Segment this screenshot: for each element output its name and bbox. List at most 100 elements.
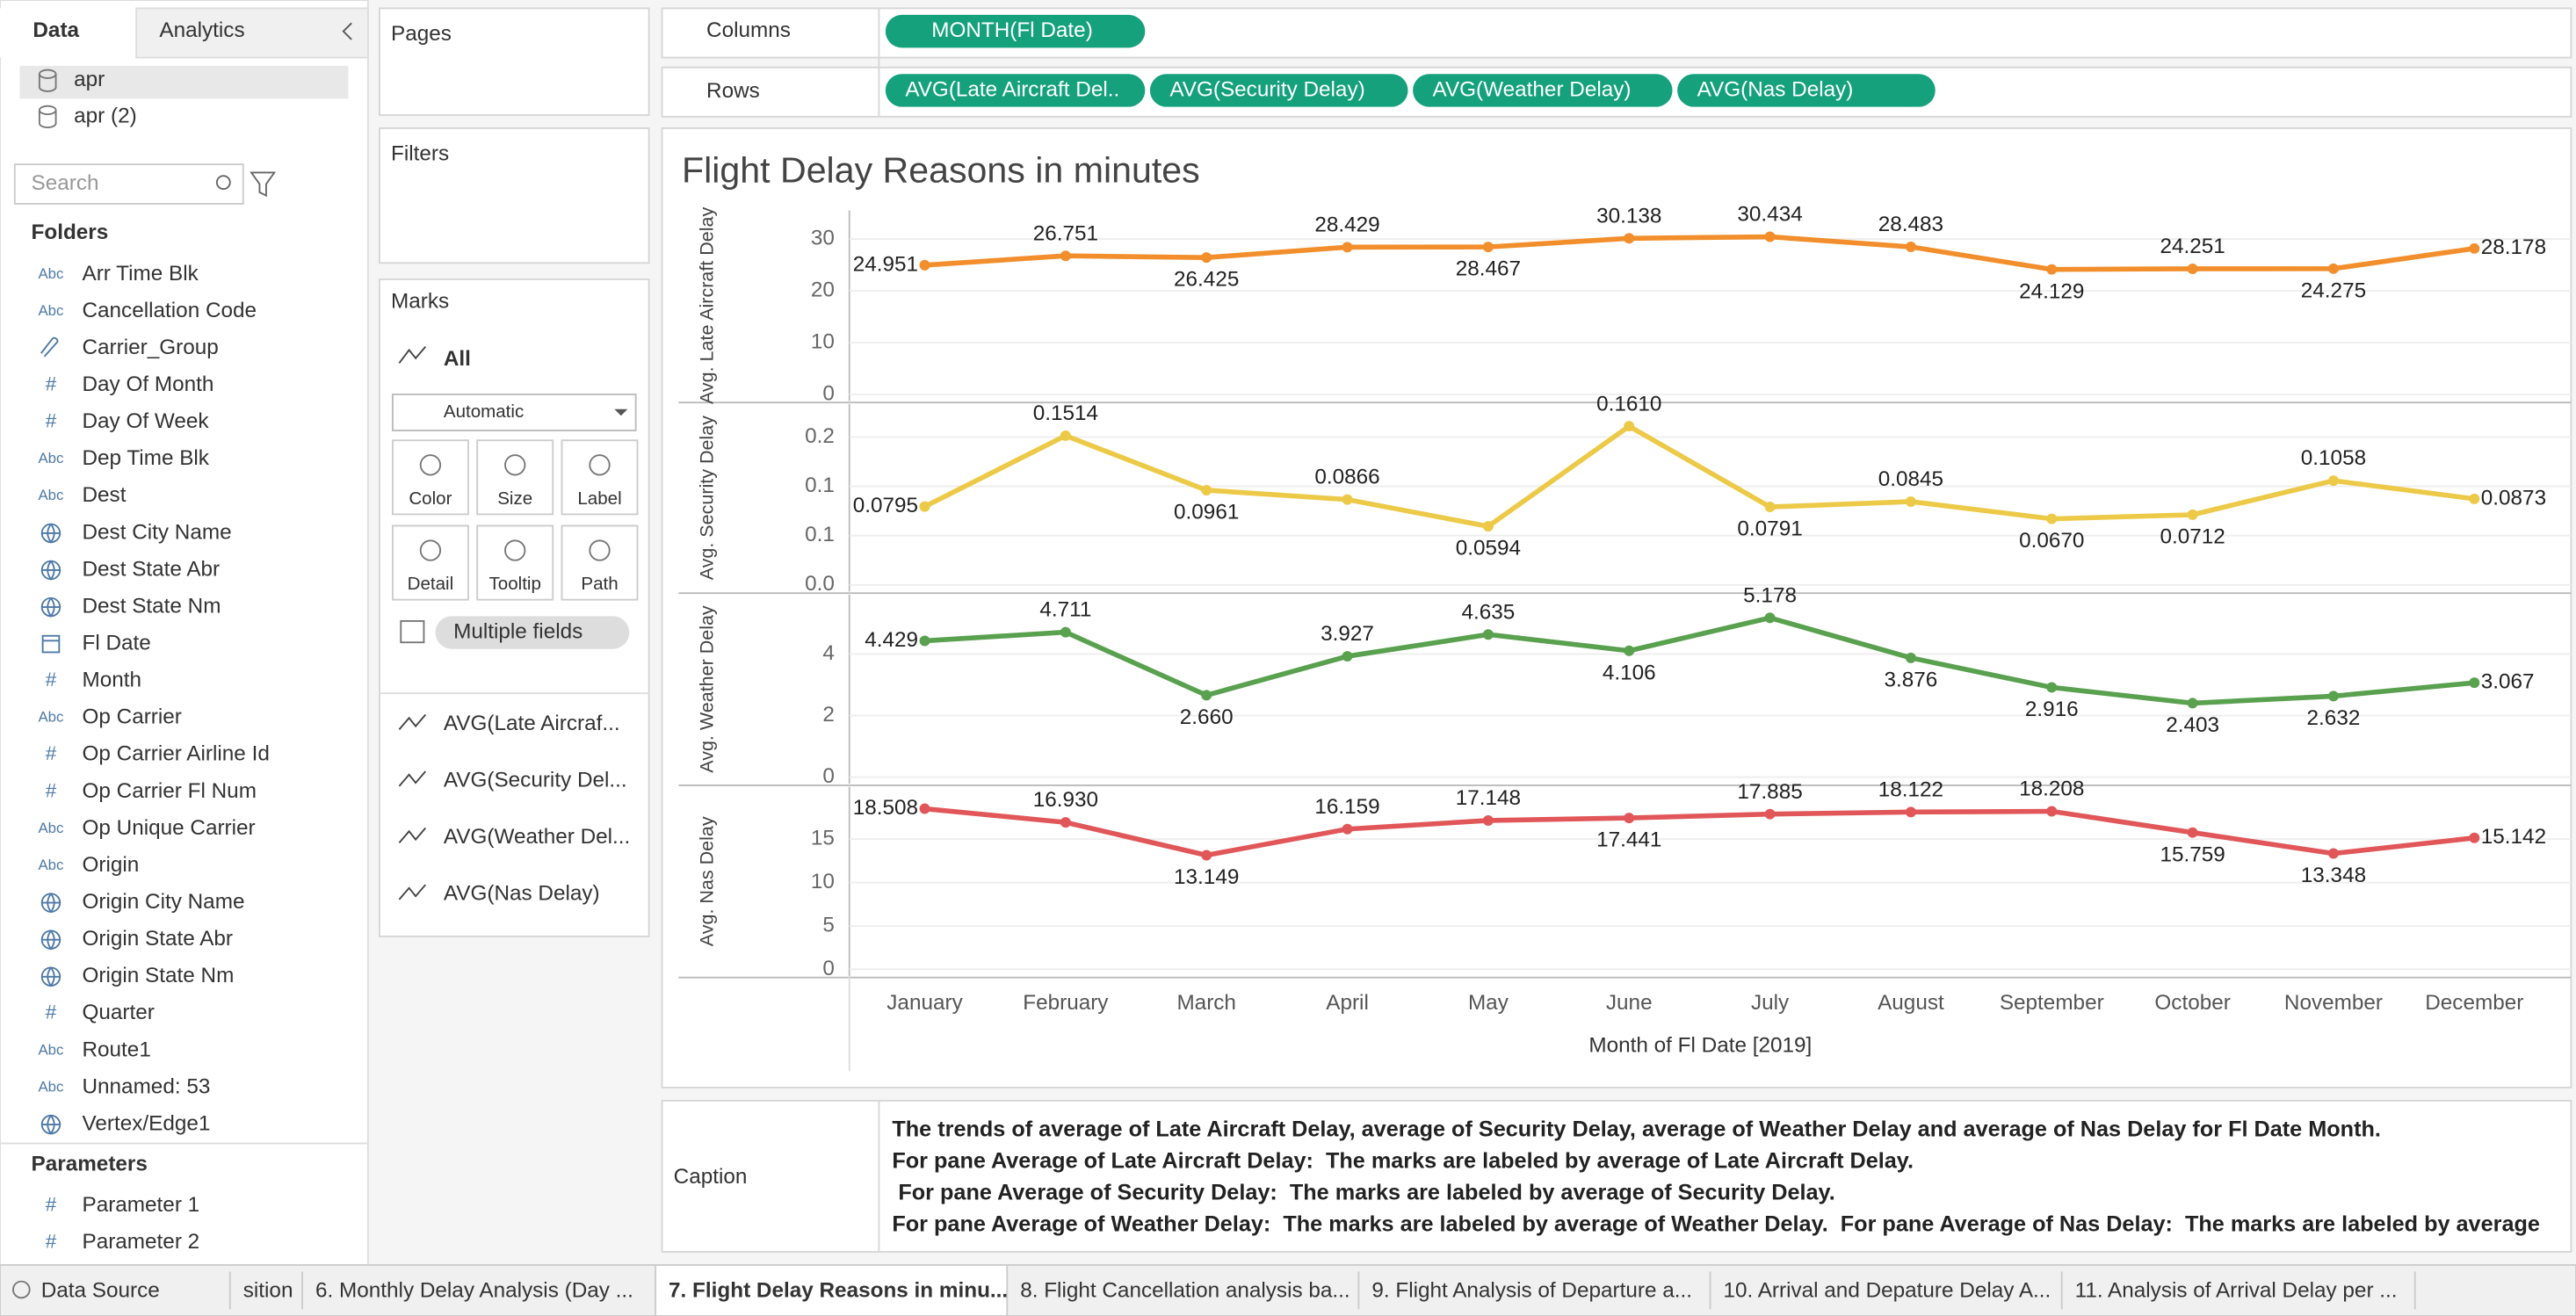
mark-measure[interactable]: AVG(Nas Delay)	[444, 882, 600, 906]
pill[interactable]	[1413, 74, 1673, 107]
mark-button[interactable]	[561, 439, 639, 516]
field[interactable]: Origin State Abr	[82, 927, 233, 951]
x-tick-label: August	[1878, 991, 1944, 1015]
data-point	[1342, 651, 1353, 662]
pill-text[interactable]: AVG(Nas Delay)	[1697, 77, 1854, 101]
pill[interactable]	[1149, 74, 1408, 107]
field[interactable]: Fl Date	[82, 632, 150, 655]
sheet-tab[interactable]: 7. Flight Delay Reasons in minu...	[669, 1278, 1008, 1302]
field[interactable]: Op Carrier Airline Id	[82, 742, 269, 766]
data-point	[919, 803, 930, 814]
mark-button[interactable]	[391, 439, 469, 516]
data-point	[1905, 496, 1916, 507]
multiple-fields-pill[interactable]	[435, 616, 630, 649]
field[interactable]: Carrier_Group	[82, 336, 218, 359]
data-label: 0.0791	[1737, 517, 1802, 541]
parameter[interactable]: Parameter 1	[82, 1193, 199, 1217]
field[interactable]: Dest State Abr	[82, 557, 220, 581]
sheet-tab[interactable]: Data Source	[41, 1278, 160, 1302]
data-source[interactable]: apr (2)	[74, 104, 137, 127]
line-icon	[398, 827, 427, 843]
field[interactable]: Cancellation Code	[82, 299, 257, 322]
data-label: 28.467	[1456, 257, 1521, 281]
pill-text[interactable]: AVG(Security Delay)	[1169, 77, 1364, 101]
mark-button-label[interactable]: Tooltip	[489, 574, 541, 594]
marks-all[interactable]: All	[444, 347, 471, 371]
sheet-tab[interactable]: 9. Flight Analysis of Departure a...	[1371, 1278, 1692, 1302]
pill-text[interactable]: Multiple fields	[453, 619, 582, 643]
data-point	[2046, 806, 2058, 817]
side-tab[interactable]: Analytics	[159, 18, 244, 42]
sheet-tab[interactable]: sition	[243, 1278, 293, 1302]
data-point	[2046, 264, 2058, 275]
field[interactable]: Day Of Month	[82, 372, 213, 396]
data-point	[1482, 242, 1494, 253]
field[interactable]: Vertex/Edge1	[82, 1111, 210, 1135]
data-label: 0.0866	[1314, 466, 1379, 489]
pill-text[interactable]: AVG(Late Aircraft Del..	[905, 77, 1119, 101]
search-box[interactable]	[13, 163, 244, 205]
field[interactable]: Op Unique Carrier	[82, 816, 255, 840]
mark-button[interactable]	[391, 524, 469, 601]
mark-button-label[interactable]: Color	[409, 488, 452, 509]
pill[interactable]	[1677, 74, 1936, 107]
field[interactable]: Origin	[82, 853, 139, 877]
mark-measure[interactable]: AVG(Weather Del...	[444, 825, 630, 849]
mark-measure[interactable]: AVG(Late Aircraf...	[444, 712, 620, 735]
y-tick-label: 0	[822, 957, 835, 980]
mark-type[interactable]: Automatic	[444, 401, 524, 422]
field[interactable]: Month	[82, 669, 141, 692]
geo-icon	[41, 966, 61, 987]
data-label: 0.1514	[1033, 401, 1098, 425]
filter-icon[interactable]	[250, 171, 277, 198]
data-source[interactable]: apr	[74, 68, 105, 91]
pill[interactable]	[885, 74, 1146, 107]
sheet-tab[interactable]: 6. Monthly Delay Analysis (Day ...	[315, 1278, 633, 1302]
parameter[interactable]: Parameter 2	[82, 1230, 199, 1254]
field[interactable]: Dest	[82, 483, 126, 507]
chart-title: Flight Delay Reasons in minutes	[682, 149, 1200, 190]
sheet-tab[interactable]: 8. Flight Cancellation analysis ba...	[1020, 1278, 1350, 1302]
mark-button-label[interactable]: Label	[577, 488, 621, 509]
field[interactable]: Dep Time Blk	[82, 446, 209, 470]
series-line	[924, 234, 2475, 272]
field[interactable]: Day Of Week	[82, 409, 209, 433]
data-source-icon	[12, 1280, 31, 1299]
field[interactable]: Origin City Name	[82, 890, 244, 914]
field[interactable]: Arr Time Blk	[82, 262, 199, 286]
side-tab[interactable]: Data	[33, 18, 79, 42]
field[interactable]: Op Carrier	[82, 705, 181, 729]
field-type: #	[46, 779, 57, 801]
data-point	[1482, 521, 1494, 532]
data-point	[1624, 233, 1635, 244]
field[interactable]: Origin State Nm	[82, 964, 234, 987]
selected-source[interactable]	[19, 65, 349, 99]
caption-line: For pane Average of Late Aircraft Delay:…	[892, 1148, 1914, 1173]
mark-button-label[interactable]: Detail	[408, 574, 454, 594]
pill-text[interactable]: AVG(Weather Delay)	[1433, 77, 1632, 101]
x-axis-title: Month of Fl Date [2019]	[1588, 1034, 1812, 1058]
field[interactable]: Op Carrier Fl Num	[82, 779, 256, 803]
collapse-icon[interactable]	[342, 22, 352, 40]
field[interactable]: Route1	[82, 1038, 150, 1061]
mark-button[interactable]	[561, 524, 639, 601]
data-point	[1764, 612, 1776, 624]
mark-button-label[interactable]: Path	[581, 574, 618, 594]
mark-button[interactable]	[476, 524, 554, 601]
mark-type-dropdown[interactable]	[391, 393, 637, 431]
data-point	[2469, 242, 2480, 254]
data-point	[1905, 806, 1916, 818]
mark-button-label[interactable]: Size	[497, 488, 532, 509]
field[interactable]: Quarter	[82, 1001, 154, 1024]
field-type: Abc	[38, 1078, 63, 1095]
sheet-tab[interactable]: 11. Analysis of Arrival Delay per ...	[2075, 1278, 2398, 1302]
sheet-tab[interactable]: 10. Arrival and Depature Delay A...	[1724, 1278, 2051, 1302]
pill-text[interactable]: MONTH(Fl Date)	[931, 18, 1093, 42]
mark-button[interactable]	[476, 439, 554, 516]
field[interactable]: Unnamed: 53	[82, 1074, 210, 1098]
pill[interactable]	[885, 14, 1146, 48]
field[interactable]: Dest City Name	[82, 520, 231, 544]
field[interactable]: Dest State Nm	[82, 594, 221, 618]
mark-measure[interactable]: AVG(Security Del...	[444, 769, 627, 792]
shelf-label: Rows	[706, 79, 760, 103]
